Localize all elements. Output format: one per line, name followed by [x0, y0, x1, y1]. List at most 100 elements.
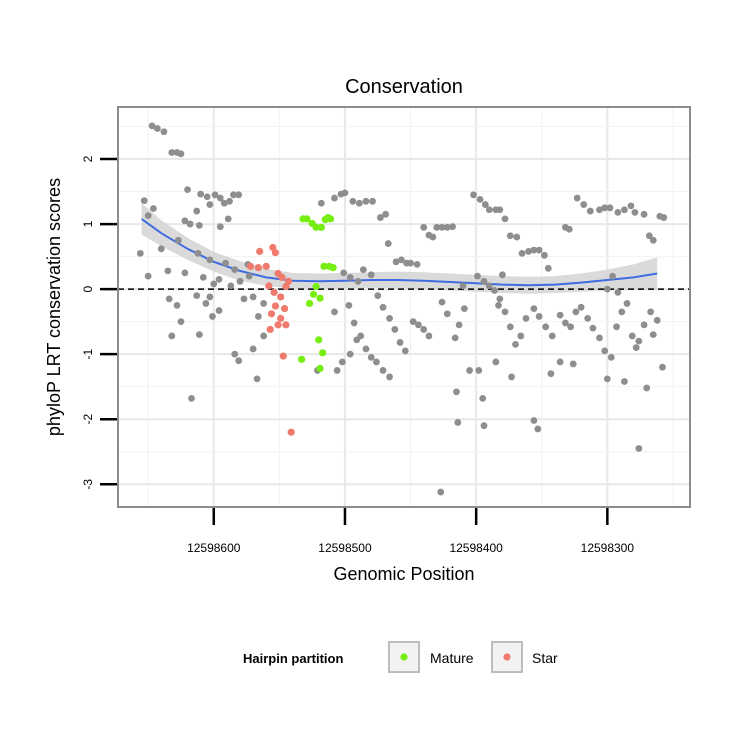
- data-point-other: [614, 208, 622, 216]
- data-point-other: [227, 282, 235, 290]
- data-point-other: [206, 201, 214, 208]
- data-point-star: [254, 264, 262, 272]
- data-point-other: [601, 204, 609, 212]
- data-point-star: [246, 262, 255, 270]
- data-point-other: [144, 272, 152, 280]
- y-tick-label: -1: [81, 348, 95, 359]
- data-point-other: [613, 323, 620, 331]
- legend: Hairpin partition Mature Star: [243, 641, 558, 673]
- data-point-other: [211, 191, 219, 199]
- data-point-other: [359, 266, 367, 274]
- data-point-other: [535, 246, 543, 254]
- data-point-other: [340, 269, 348, 277]
- data-point-other: [623, 300, 631, 307]
- data-point-other: [249, 345, 257, 353]
- data-point-other: [396, 339, 404, 346]
- data-point-other: [341, 189, 349, 197]
- data-point-other: [601, 347, 609, 355]
- data-point-mature: [319, 349, 327, 357]
- data-point-other: [222, 259, 229, 267]
- data-point-other: [354, 277, 362, 285]
- data-point-other: [193, 292, 201, 300]
- data-point-other: [438, 298, 446, 306]
- data-point-other: [231, 266, 239, 274]
- data-point-other: [391, 326, 399, 333]
- data-point-other: [350, 319, 358, 327]
- data-point-other: [206, 256, 214, 264]
- x-tick-label: 12598600: [187, 541, 241, 555]
- data-point-other: [373, 358, 380, 366]
- data-point-other: [240, 295, 248, 303]
- data-point-mature: [317, 223, 325, 231]
- data-point-other: [618, 308, 626, 316]
- data-point-other: [614, 288, 622, 296]
- data-point-other: [496, 295, 504, 303]
- data-point-other: [449, 223, 456, 231]
- data-point-other: [415, 321, 422, 329]
- plot-frame: [117, 106, 691, 508]
- data-point-other: [230, 191, 237, 199]
- data-point-other: [476, 195, 484, 203]
- data-point-other: [153, 125, 161, 132]
- data-point-other: [454, 419, 462, 426]
- data-point-other: [596, 206, 603, 214]
- data-point-other: [544, 264, 552, 272]
- data-point-other: [466, 367, 473, 374]
- data-point-other: [376, 214, 384, 221]
- data-point-other: [168, 149, 176, 156]
- x-axis: 12598600 12598500 12598400 12598300: [187, 508, 634, 555]
- data-point-other: [338, 358, 346, 366]
- data-point-other: [492, 358, 500, 366]
- data-point-other: [317, 199, 325, 207]
- data-point-other: [429, 233, 437, 241]
- data-point-other: [209, 313, 216, 320]
- data-point-other: [420, 223, 428, 231]
- data-point-other: [202, 300, 210, 307]
- data-point-mature: [315, 336, 323, 344]
- data-point-other: [534, 425, 542, 433]
- data-point-other: [606, 204, 614, 212]
- data-point-other: [367, 271, 375, 279]
- data-point-other: [177, 318, 185, 326]
- data-point-other: [475, 367, 483, 374]
- data-point-other: [649, 331, 657, 339]
- points-layer: [136, 122, 668, 496]
- data-point-other: [401, 347, 409, 355]
- legend-title: Hairpin partition: [243, 651, 343, 666]
- data-point-other: [556, 358, 564, 366]
- data-point-other: [333, 367, 341, 374]
- data-point-other: [386, 373, 393, 381]
- data-point-other: [235, 357, 243, 365]
- data-point-other: [518, 249, 526, 257]
- data-point-other: [589, 324, 597, 332]
- data-point-other: [420, 326, 428, 333]
- data-point-other: [353, 336, 361, 344]
- data-point-other: [603, 285, 611, 293]
- data-point-other: [530, 305, 538, 313]
- legend-marker-mature: [400, 653, 408, 661]
- data-point-other: [199, 274, 207, 281]
- data-point-other: [210, 280, 218, 288]
- data-point-other: [433, 223, 441, 231]
- data-point-other: [231, 350, 239, 358]
- data-point-other: [260, 300, 268, 307]
- data-point-other: [386, 314, 393, 322]
- legend-marker-star: [503, 653, 511, 661]
- data-point-other: [470, 191, 477, 199]
- data-point-other: [260, 332, 268, 340]
- data-point-other: [506, 323, 514, 331]
- x-tick-label: 12598400: [449, 541, 503, 555]
- data-point-other: [236, 277, 244, 285]
- data-point-other: [184, 186, 191, 194]
- data-point-other: [235, 191, 243, 199]
- data-point-other: [160, 128, 168, 136]
- y-axis: 2 1 0 -1 -2 -3: [81, 155, 117, 490]
- data-point-star: [271, 302, 280, 310]
- data-point-mature: [303, 215, 311, 223]
- data-point-other: [369, 197, 376, 205]
- data-point-star: [274, 321, 282, 329]
- data-point-other: [548, 332, 556, 340]
- data-point-other: [535, 313, 543, 320]
- data-point-other: [397, 256, 405, 264]
